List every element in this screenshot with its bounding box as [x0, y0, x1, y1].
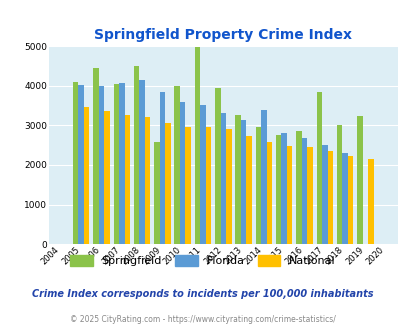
Bar: [145, 117, 150, 244]
Bar: [286, 146, 292, 244]
Bar: [347, 156, 352, 244]
Bar: [124, 115, 130, 244]
Text: © 2025 CityRating.com - https://www.cityrating.com/crime-statistics/: © 2025 CityRating.com - https://www.city…: [70, 315, 335, 324]
Bar: [220, 113, 226, 244]
Bar: [260, 110, 266, 244]
Bar: [336, 125, 341, 244]
Bar: [281, 133, 286, 244]
Bar: [93, 68, 98, 244]
Bar: [307, 147, 312, 244]
Bar: [327, 151, 332, 244]
Bar: [316, 92, 321, 244]
Bar: [159, 92, 165, 244]
Text: Crime Index corresponds to incidents per 100,000 inhabitants: Crime Index corresponds to incidents per…: [32, 289, 373, 299]
Bar: [255, 127, 260, 244]
Bar: [240, 120, 246, 244]
Bar: [165, 123, 170, 244]
Bar: [235, 115, 240, 244]
Bar: [139, 80, 145, 244]
Bar: [113, 84, 119, 244]
Bar: [185, 127, 190, 244]
Bar: [301, 138, 307, 244]
Bar: [226, 129, 231, 244]
Bar: [246, 136, 251, 244]
Bar: [215, 88, 220, 244]
Title: Springfield Property Crime Index: Springfield Property Crime Index: [94, 28, 352, 42]
Bar: [73, 82, 78, 244]
Bar: [134, 66, 139, 244]
Legend: Springfield, Florida, National: Springfield, Florida, National: [70, 255, 335, 266]
Bar: [205, 127, 211, 244]
Bar: [194, 48, 200, 244]
Bar: [356, 116, 362, 244]
Bar: [98, 86, 104, 244]
Bar: [321, 145, 327, 244]
Bar: [275, 135, 281, 244]
Bar: [296, 131, 301, 244]
Bar: [179, 102, 185, 244]
Bar: [341, 153, 347, 244]
Bar: [104, 111, 109, 244]
Bar: [367, 159, 373, 244]
Bar: [84, 107, 89, 244]
Bar: [266, 142, 271, 244]
Bar: [174, 86, 179, 244]
Bar: [154, 142, 159, 244]
Bar: [200, 105, 205, 244]
Bar: [78, 85, 84, 244]
Bar: [119, 82, 124, 244]
